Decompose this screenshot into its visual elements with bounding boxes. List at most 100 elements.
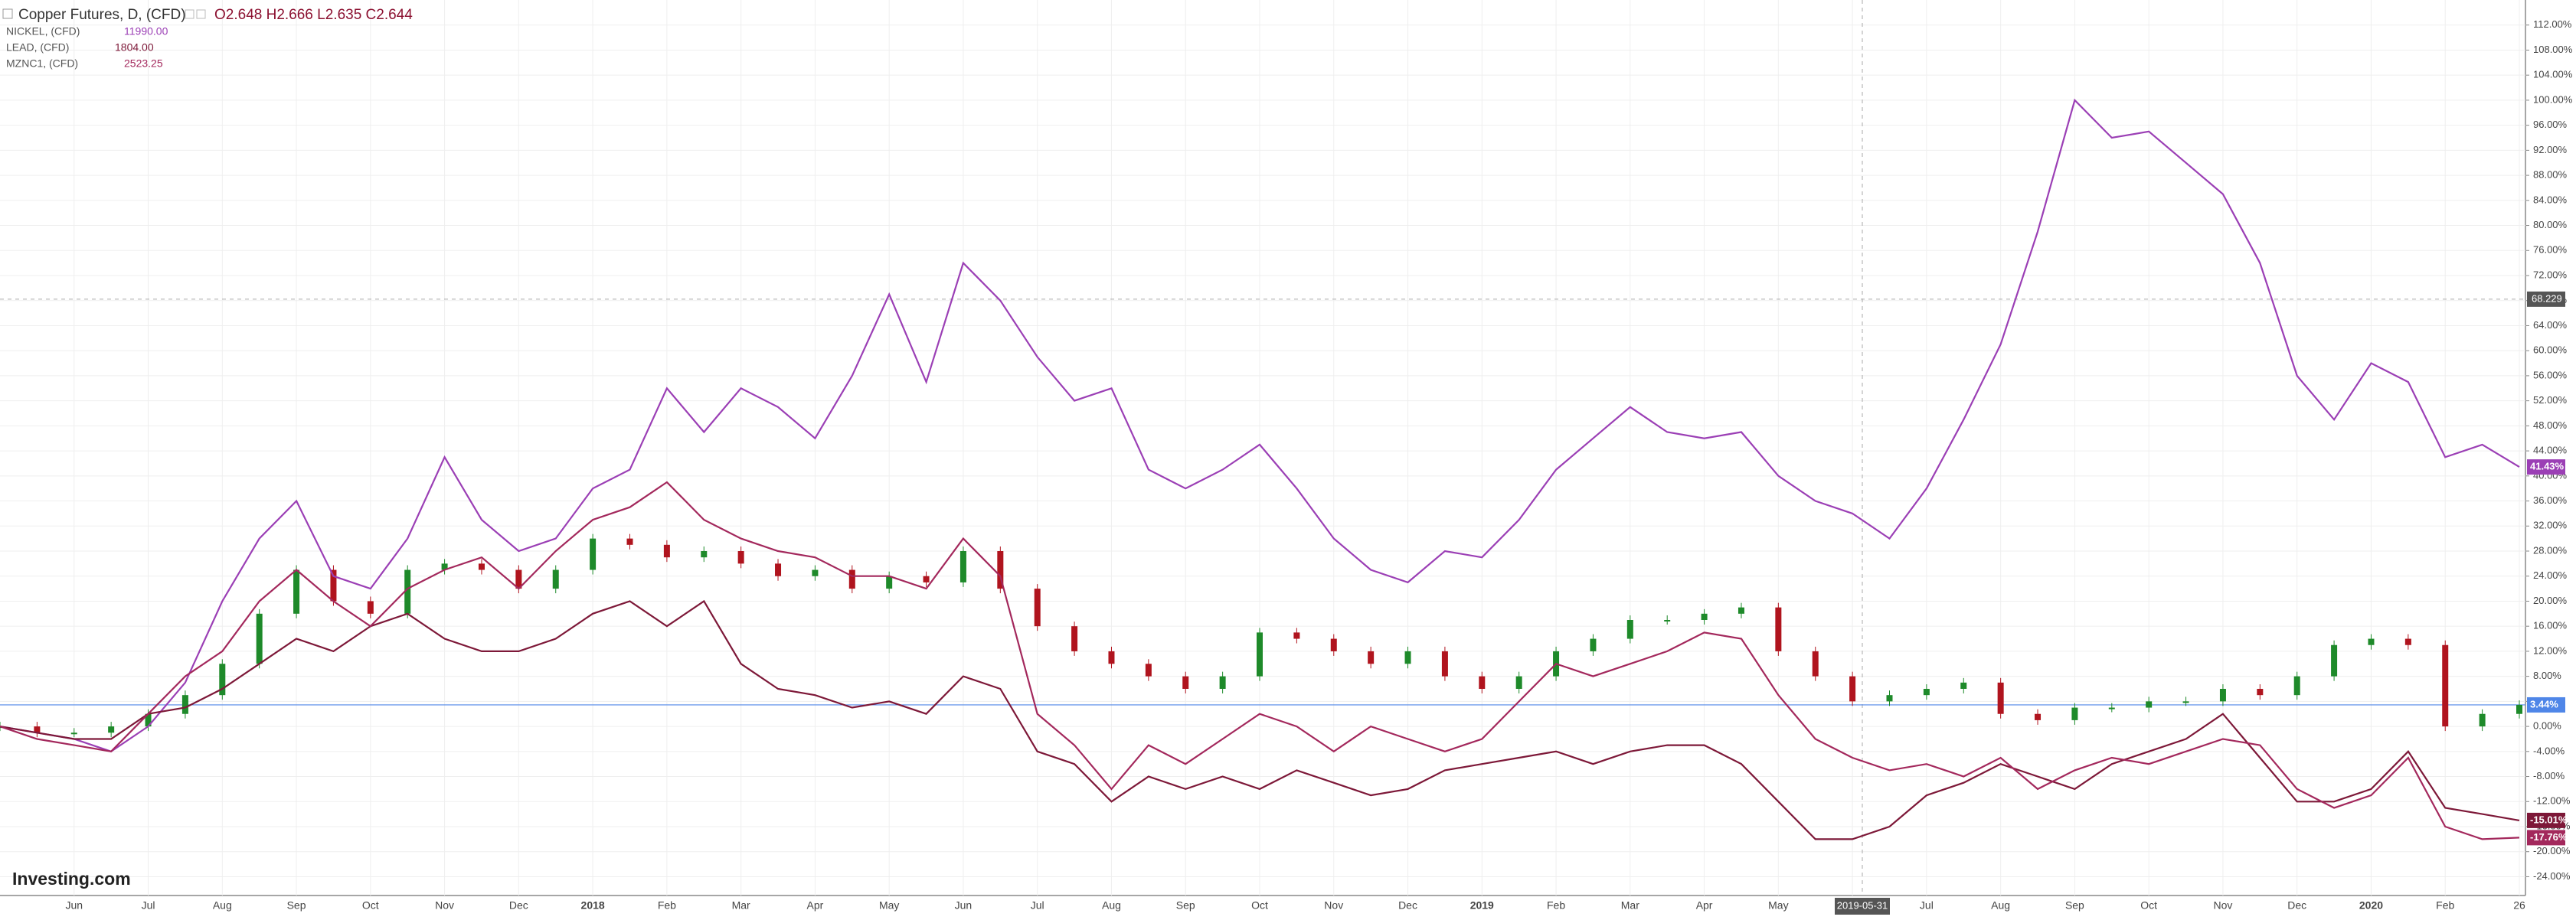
y-tick-label: -20.00% [2533,845,2571,856]
candle [1923,689,1930,696]
candle [997,551,1004,589]
candle [1293,632,1300,639]
candle [2293,676,2300,696]
candle [2108,707,2115,710]
x-tick-label: Jun [65,899,83,912]
candle [2404,638,2411,645]
y-tick-label: 48.00% [2533,419,2568,431]
crosshair-x-badge [1835,898,1890,915]
collapse-icon[interactable] [2,8,13,19]
x-tick-label: Aug [1102,899,1121,912]
last-value-badge [2527,812,2565,828]
y-tick-label: 8.00% [2533,670,2561,681]
candle [775,563,782,576]
y-tick-label: -4.00% [2533,745,2565,756]
y-tick-label: 104.00% [2533,69,2573,80]
x-tick-label: Sep [2065,899,2084,912]
series-line [0,98,2520,753]
x-tick-label: 26 [2513,899,2525,912]
y-tick-label: 24.00% [2533,569,2568,581]
candle [848,569,855,589]
y-tick-label: -12.00% [2533,795,2571,807]
candle [2479,713,2486,727]
x-tick-label: Apr [1696,899,1713,912]
candle [626,538,633,545]
candle [1034,589,1041,627]
symbol-price: 1804.00 [115,41,154,54]
x-tick-label: May [1768,899,1788,912]
candle [552,569,559,589]
x-tick-label: Aug [213,899,232,912]
candle [737,551,744,564]
y-tick-label: 0.00% [2533,720,2561,732]
y-tick-label: 20.00% [2533,595,2568,606]
candle [1441,651,1448,677]
candle [2257,689,2264,696]
last-value-label: -17.76% [2530,831,2568,843]
y-tick-label: 64.00% [2533,319,2568,331]
x-tick-label: Dec [509,899,528,912]
candle [1182,676,1189,689]
candle [1701,613,1708,620]
y-tick-label: 80.00% [2533,219,2568,230]
x-tick-label: Mar [1621,899,1639,912]
x-tick-label: Nov [1324,899,1343,912]
candle [590,538,597,570]
crosshair-y-badge [2527,291,2565,307]
candle [256,613,263,664]
candle [219,664,226,696]
last-value-badge [2527,697,2565,713]
y-tick-label: 16.00% [2533,620,2568,631]
series-line [0,599,2520,840]
candle [923,576,930,582]
last-value-badge [2527,459,2565,475]
y-tick-label: 36.00% [2533,494,2568,506]
symbol-price: 11990.00 [124,25,168,38]
x-tick-label: Apr [807,899,824,912]
x-tick-label: Nov [2213,899,2232,912]
y-tick-label: 92.00% [2533,144,2568,155]
candle [2442,644,2449,727]
candle [1775,607,1782,651]
candle [1590,638,1597,651]
candle [1257,632,1263,677]
candle [1368,651,1375,664]
candle [2331,644,2338,677]
candle [2368,638,2375,645]
y-tick-label: 28.00% [2533,544,2568,556]
candle [663,544,670,558]
candle [1849,676,1856,702]
y-tick-label: 32.00% [2533,520,2568,531]
candle [70,732,77,735]
candle [1626,620,1633,639]
candle [1737,607,1744,614]
x-tick-label: Oct [2140,899,2157,912]
candle [1404,651,1411,664]
y-tick-label: 96.00% [2533,119,2568,130]
candle [1108,651,1115,664]
candle [367,601,374,614]
x-tick-label: Feb [1547,899,1565,912]
x-tick-label: Nov [435,899,454,912]
y-tick-label: -24.00% [2533,870,2571,882]
y-tick-label: 84.00% [2533,194,2568,205]
x-tick-label: Jul [1920,899,1934,912]
icon[interactable] [196,9,206,19]
candle [812,569,819,576]
crosshair-y-label: 68.229 [2532,292,2562,304]
y-tick-label: 52.00% [2533,394,2568,406]
candle [478,563,485,570]
candle [1960,682,1967,689]
icon[interactable] [185,9,195,19]
x-tick-label: 2018 [581,899,605,912]
symbol-name: MZNC1, (CFD) [6,57,78,70]
candle [1886,695,1893,702]
x-tick-label: Feb [658,899,676,912]
series-line [0,481,2520,840]
x-tick-label: Aug [1991,899,2010,912]
x-tick-label: Jun [955,899,973,912]
y-tick-label: 76.00% [2533,244,2568,256]
y-tick-label: 12.00% [2533,644,2568,656]
grid [0,0,2525,896]
candle [1071,626,1078,651]
